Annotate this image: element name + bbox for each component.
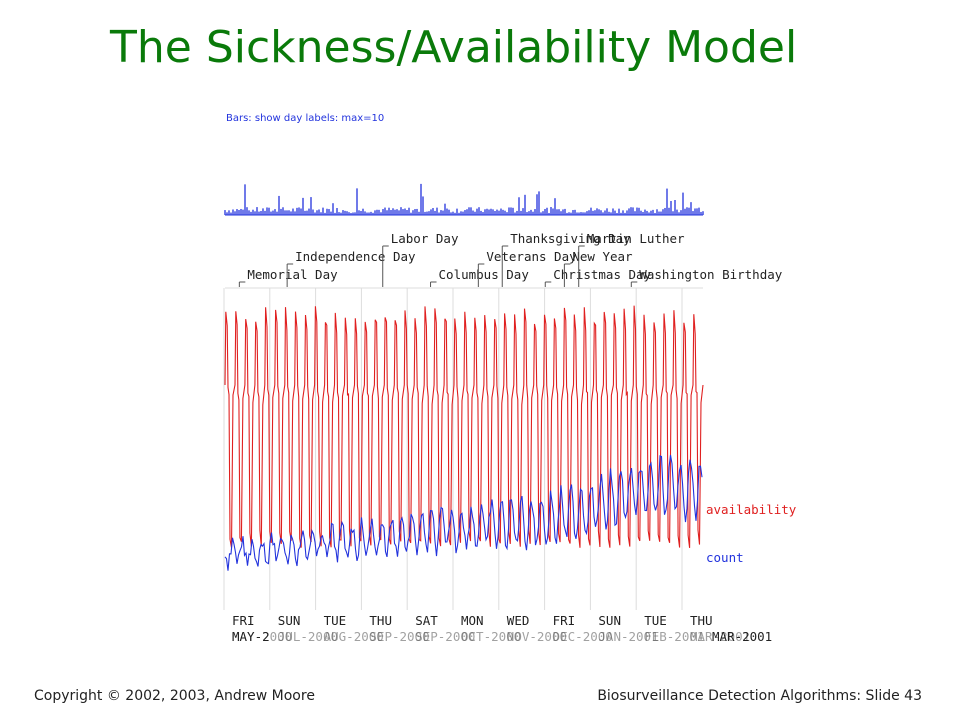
holiday-label: Independence Day	[295, 249, 416, 264]
main-plot-grid	[223, 287, 703, 610]
holiday-label: Memorial Day	[247, 267, 338, 282]
x-date-first: MAY-2	[232, 629, 270, 644]
x-tick-day: SUN	[598, 613, 621, 628]
x-tick-date: OCT-2000	[461, 629, 521, 644]
x-tick-day: MON	[461, 613, 484, 628]
x-tick-day: THU	[690, 613, 713, 628]
holiday-label: Veterans Day	[486, 249, 577, 264]
x-tick-date: JUL-2000	[278, 629, 338, 644]
x-tick-date: MAR-2001	[690, 629, 750, 644]
holiday-label: New Year	[572, 249, 633, 264]
x-tick-day: TUE	[644, 613, 667, 628]
x-tick-day: FRI	[232, 613, 255, 628]
small-plot-label: Bars: show day labels: max=10	[226, 113, 384, 124]
series-label-availability: availability	[706, 502, 797, 517]
x-tick-day: THU	[369, 613, 392, 628]
x-tick-date: SEP-2000	[369, 629, 429, 644]
x-tick-day: TUE	[324, 613, 347, 628]
x-axis: FRIMAY-2000SUNJUL-2000TUEAUG-2000THUSEP-…	[232, 613, 772, 644]
holiday-label: Thanksgiving Day	[510, 231, 631, 246]
series-availability-line	[224, 305, 704, 548]
x-tick-day: WED	[507, 613, 530, 628]
x-tick-date: JAN-2001	[598, 629, 658, 644]
footer-copyright: Copyright © 2002, 2003, Andrew Moore	[34, 688, 315, 704]
holiday-label: Columbus Day	[439, 267, 530, 282]
series-labels: availability count	[706, 502, 797, 565]
x-tick-date: DEC-2000	[553, 629, 613, 644]
slide-title: The Sickness/Availability Model	[110, 22, 798, 73]
x-tick-date: MAY-2000	[232, 629, 292, 644]
holiday-label: Martin Luther	[587, 231, 685, 246]
holiday-annotations: Memorial Day Independence Day Labor Day Col…	[238, 231, 783, 287]
main-plot-series	[224, 305, 704, 571]
x-tick-date: SEP-2000	[415, 629, 475, 644]
x-tick-date: AUG-2000	[324, 629, 384, 644]
series-label-count: count	[706, 550, 744, 565]
holiday-label: Christmas Day	[553, 267, 651, 282]
holiday-label: Labor Day	[391, 231, 459, 246]
footer-slide-number: Biosurveillance Detection Algorithms: Sl…	[597, 688, 922, 704]
holiday-label: Washington Birthday	[639, 267, 782, 282]
series-count-line	[224, 454, 703, 571]
x-date-last: MAR-2001	[712, 629, 772, 644]
x-tick-day: FRI	[553, 613, 576, 628]
x-tick-date: FEB-2001	[644, 629, 704, 644]
small-bar-plot: Bars: show day labels: max=10	[224, 113, 704, 216]
x-tick-date: NOV-2000	[507, 629, 567, 644]
x-tick-day: SAT	[415, 613, 438, 628]
x-tick-day: SUN	[278, 613, 301, 628]
